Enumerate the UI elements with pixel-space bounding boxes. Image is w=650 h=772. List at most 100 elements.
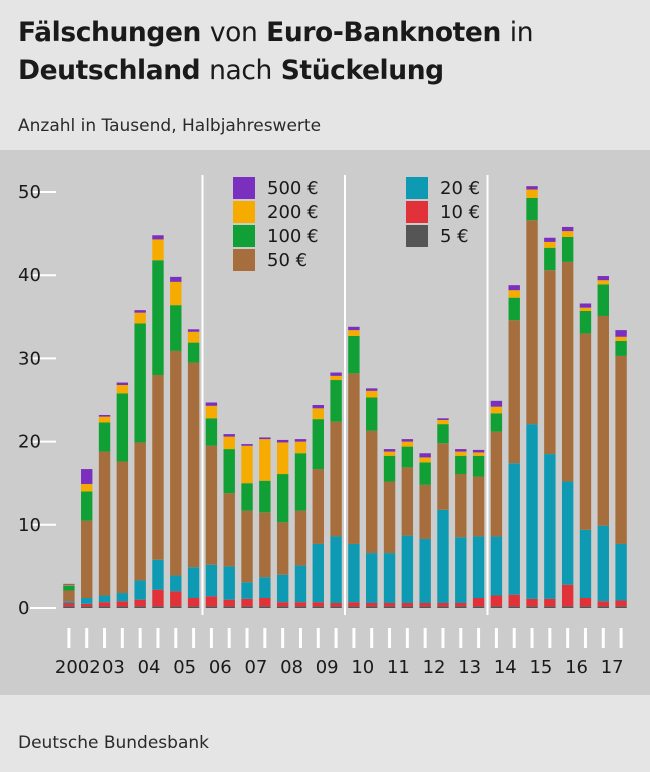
bar-segment bbox=[63, 585, 75, 591]
x-tick-label: 11 bbox=[387, 657, 410, 678]
bar-segment bbox=[401, 606, 414, 608]
bar-segment bbox=[383, 606, 396, 608]
bar-segment bbox=[490, 406, 503, 414]
bar-segment bbox=[419, 457, 431, 463]
bar-stack bbox=[259, 437, 271, 608]
bar-segment bbox=[98, 414, 111, 417]
bar-segment bbox=[98, 602, 111, 607]
bar-segment bbox=[116, 382, 129, 386]
bar-segment bbox=[526, 424, 538, 599]
legend-item: 500 € bbox=[233, 176, 319, 200]
bar-segment bbox=[544, 241, 556, 248]
bar-stack bbox=[312, 404, 324, 608]
bar-segment bbox=[472, 476, 485, 537]
bar-segment bbox=[134, 599, 146, 607]
bar-segment bbox=[455, 451, 467, 456]
legend-label: 50 € bbox=[267, 249, 308, 271]
bar-segment bbox=[366, 397, 378, 431]
bar-stack bbox=[544, 237, 556, 608]
bar-segment bbox=[366, 388, 378, 391]
bar-segment bbox=[294, 565, 307, 603]
bar-segment bbox=[187, 598, 200, 607]
bar-segment bbox=[116, 385, 129, 394]
bar-segment bbox=[205, 445, 218, 565]
bar-segment bbox=[187, 342, 200, 363]
bar-segment bbox=[312, 606, 324, 608]
bar-segment bbox=[152, 260, 164, 376]
legend-item: 5 € bbox=[406, 224, 480, 248]
bar-segment bbox=[597, 284, 609, 316]
legend-label: 100 € bbox=[267, 225, 319, 247]
bar-segment bbox=[597, 525, 609, 602]
bar-segment bbox=[205, 405, 218, 419]
bar-segment bbox=[241, 582, 253, 599]
bar-segment bbox=[187, 362, 200, 568]
legend-item: 10 € bbox=[406, 200, 480, 224]
bar-stack bbox=[116, 382, 129, 608]
bar-segment bbox=[330, 380, 342, 422]
bar-stack bbox=[401, 439, 414, 608]
bar-stack bbox=[98, 414, 111, 608]
bar-stack bbox=[455, 449, 467, 608]
bar-segment bbox=[330, 421, 342, 537]
bar-segment bbox=[98, 606, 111, 608]
bar-segment bbox=[366, 606, 378, 608]
legend-label: 5 € bbox=[440, 225, 469, 247]
bar-segment bbox=[579, 307, 592, 311]
bar-segment bbox=[437, 606, 449, 608]
bar-segment bbox=[419, 484, 431, 539]
bar-segment bbox=[259, 437, 271, 440]
bar-segment bbox=[615, 606, 627, 608]
bar-segment bbox=[152, 239, 164, 261]
bar-segment bbox=[98, 451, 111, 596]
bar-segment bbox=[366, 603, 378, 607]
bar-segment bbox=[134, 580, 146, 600]
bar-stack bbox=[348, 326, 360, 608]
bar-segment bbox=[134, 323, 146, 443]
bar-segment bbox=[63, 603, 75, 607]
bar-segment bbox=[81, 520, 93, 599]
bar-segment bbox=[472, 536, 485, 599]
legend-swatch bbox=[406, 225, 428, 247]
legend-item: 20 € bbox=[406, 176, 480, 200]
bar-segment bbox=[259, 480, 271, 513]
title-word: Deutschland bbox=[18, 55, 201, 86]
bar-segment bbox=[330, 372, 342, 376]
bar-segment bbox=[419, 453, 431, 458]
bar-segment bbox=[259, 439, 271, 481]
bar-segment bbox=[508, 606, 520, 608]
bar-segment bbox=[152, 235, 164, 240]
bar-segment bbox=[472, 598, 485, 607]
bar-segment bbox=[241, 510, 253, 583]
bar-segment bbox=[241, 483, 253, 511]
bar-segment bbox=[437, 509, 449, 604]
bar-stack bbox=[472, 449, 485, 608]
bar-segment bbox=[490, 400, 503, 407]
x-tick-label: 14 bbox=[494, 657, 517, 678]
bar-segment bbox=[116, 461, 129, 594]
bar-segment bbox=[330, 606, 342, 608]
bar-segment bbox=[63, 606, 75, 608]
bar-segment bbox=[294, 441, 307, 454]
x-tick-label: 15 bbox=[529, 657, 552, 678]
bar-segment bbox=[116, 601, 129, 607]
bar-segment bbox=[81, 603, 93, 607]
bar-segment bbox=[561, 584, 574, 607]
bar-segment bbox=[508, 297, 520, 321]
bar-stack bbox=[276, 439, 289, 608]
y-tick-label: 40 bbox=[18, 265, 41, 286]
bar-segment bbox=[134, 310, 146, 313]
bar-stack bbox=[205, 402, 218, 608]
bar-segment bbox=[401, 535, 414, 604]
bar-segment bbox=[544, 606, 556, 608]
bar-stack bbox=[134, 310, 146, 608]
bar-stack bbox=[81, 469, 93, 608]
bar-segment bbox=[276, 602, 289, 607]
x-tick-label: 16 bbox=[565, 657, 588, 678]
bar-segment bbox=[348, 335, 360, 374]
bar-stack bbox=[437, 418, 449, 608]
bar-segment bbox=[419, 606, 431, 608]
bar-segment bbox=[348, 330, 360, 336]
title-word: nach bbox=[209, 55, 272, 86]
bar-segment bbox=[437, 419, 449, 425]
